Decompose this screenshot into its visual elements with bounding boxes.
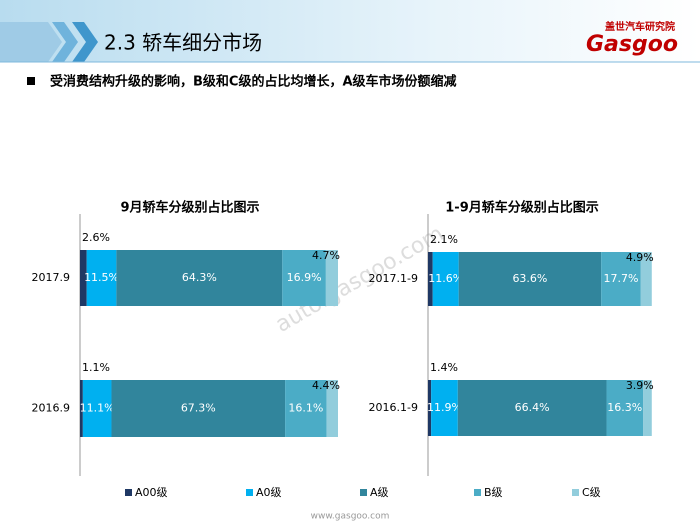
- chart-title: 9月轿车分级别占比图示: [120, 200, 259, 216]
- bar-segment: [457, 380, 607, 436]
- legend-swatch: [572, 489, 579, 496]
- bar-segment: [606, 380, 644, 436]
- header-chevron: [72, 22, 98, 62]
- legend-swatch: [474, 489, 481, 496]
- legend-label: B级: [484, 486, 503, 499]
- bar-segment: [282, 250, 326, 306]
- bar-segment: [458, 252, 602, 306]
- bar-segment: [86, 250, 117, 306]
- bar-segment: [601, 252, 641, 306]
- bar-segment: [431, 380, 458, 436]
- legend-swatch: [246, 489, 253, 496]
- bar-segment: [325, 250, 338, 306]
- bar-segment: [80, 250, 87, 306]
- value-label: 64.3%: [182, 271, 217, 284]
- legend-swatch: [125, 489, 132, 496]
- value-label: 11.9%: [427, 401, 462, 414]
- logo: Gasgoo: [586, 32, 678, 57]
- value-label: 1.1%: [82, 361, 110, 374]
- value-label: 2.6%: [82, 231, 110, 244]
- y-tick-label: 2017.1-9: [369, 272, 418, 285]
- value-label: 66.4%: [515, 401, 550, 414]
- bar-segment: [428, 380, 432, 436]
- y-tick-label: 2016.1-9: [369, 401, 418, 414]
- value-label: 4.9%: [626, 251, 654, 264]
- bar-segment: [428, 252, 433, 306]
- value-label: 16.1%: [288, 402, 323, 415]
- y-tick-label: 2017.9: [32, 271, 71, 284]
- value-label: 63.6%: [512, 272, 547, 285]
- chart-title: 1-9月轿车分级别占比图示: [445, 200, 599, 216]
- bar-segment: [640, 252, 652, 306]
- header-chevron: [0, 22, 62, 62]
- subtitle: 受消费结构升级的影响，B级和C级的占比均增长，A级车市场份额缩减: [50, 74, 457, 90]
- legend-label: C级: [582, 486, 601, 499]
- value-label: 11.6%: [428, 272, 463, 285]
- legend-swatch: [360, 489, 367, 496]
- bar-segment: [643, 380, 652, 436]
- bar-segment: [326, 380, 338, 437]
- section-title: 2.3 轿车细分市场: [104, 31, 262, 55]
- value-label: 4.7%: [312, 249, 340, 262]
- value-label: 4.4%: [312, 379, 340, 392]
- bar-segment: [111, 380, 286, 437]
- bar-segment: [285, 380, 327, 437]
- bar-segment: [82, 380, 112, 437]
- header-band: [0, 0, 700, 62]
- value-label: 16.3%: [607, 401, 642, 414]
- value-label: 17.7%: [603, 272, 638, 285]
- value-label: 11.5%: [84, 271, 119, 284]
- value-label: 2.1%: [430, 233, 458, 246]
- value-label: 1.4%: [430, 361, 458, 374]
- bullet: [27, 77, 35, 85]
- value-label: 3.9%: [626, 379, 654, 392]
- legend-label: A0级: [256, 486, 282, 499]
- value-label: 11.1%: [80, 402, 115, 415]
- value-label: 16.9%: [287, 271, 322, 284]
- footer: www.gasgoo.com: [311, 512, 390, 522]
- bar-segment: [116, 250, 283, 306]
- bar-segment: [432, 252, 459, 306]
- y-tick-label: 2016.9: [32, 402, 71, 415]
- header-chevron: [52, 22, 78, 62]
- legend-label: A级: [370, 486, 389, 499]
- logo-cn: 盖世汽车研究院: [605, 20, 675, 33]
- bar-segment: [80, 380, 83, 437]
- legend-label: A00级: [135, 486, 168, 499]
- value-label: 67.3%: [181, 402, 216, 415]
